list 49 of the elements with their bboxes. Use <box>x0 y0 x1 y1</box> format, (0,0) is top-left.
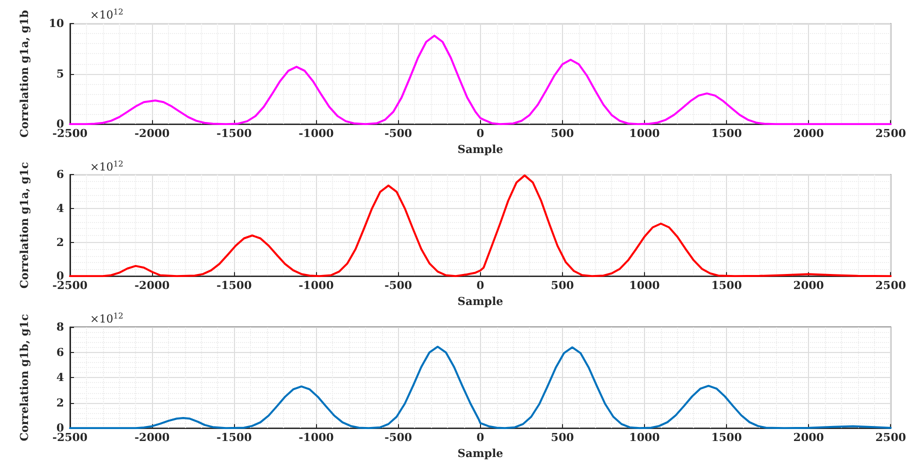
x-tick-label: 2500 <box>875 127 906 140</box>
y-tick-label: 6 <box>56 346 64 359</box>
x-tick-label: 0 <box>476 431 485 444</box>
x-tick-label: 0 <box>476 127 485 140</box>
x-tick-label: 2500 <box>875 279 906 292</box>
x-tick-label: 2000 <box>793 279 824 292</box>
x-tick-label: -2000 <box>134 127 170 140</box>
x-tick-label: -500 <box>384 279 412 292</box>
x-tick-label: -1500 <box>216 127 252 140</box>
x-tick-label: 1000 <box>629 279 660 292</box>
x-tick-label: 2500 <box>875 431 906 444</box>
x-tick-label: -1500 <box>216 279 252 292</box>
line-series <box>69 174 892 278</box>
y-tick-label: 4 <box>56 371 64 384</box>
x-tick-label: 1500 <box>711 431 742 444</box>
x-tick-label: 1000 <box>629 127 660 140</box>
y-tick-label: 2 <box>56 236 64 249</box>
x-tick-label: 1500 <box>711 127 742 140</box>
x-tick-label: -2000 <box>134 431 170 444</box>
x-tick-label: 0 <box>476 279 485 292</box>
y-axis-title: Correlation g1b, g1c <box>18 314 31 442</box>
y-tick-label: 4 <box>56 202 64 215</box>
y-tick-label: 10 <box>48 17 64 30</box>
x-tick-label: -500 <box>384 431 412 444</box>
x-tick-label: -500 <box>384 127 412 140</box>
y-axis-title: Correlation g1a, g1c <box>18 162 31 289</box>
x-tick-label: -2500 <box>52 279 88 292</box>
x-tick-label: 1000 <box>629 431 660 444</box>
y-tick-label: 6 <box>56 168 64 182</box>
y-tick-label: 5 <box>56 67 64 80</box>
y-tick-label: 2 <box>56 396 64 410</box>
x-tick-label: -1000 <box>298 127 334 140</box>
x-tick-label: -1000 <box>298 431 334 444</box>
x-tick-label: 1500 <box>711 279 742 292</box>
x-tick-label: -2500 <box>52 431 88 444</box>
x-tick-label: 2000 <box>793 127 824 140</box>
y-axis-title: Correlation g1a, g1b <box>18 10 31 138</box>
x-tick-label: -1000 <box>298 279 334 292</box>
x-tick-label: -2500 <box>52 127 88 140</box>
x-axis-title: Sample <box>458 447 504 460</box>
y-tick-label: 8 <box>56 320 64 334</box>
x-tick-label: 2000 <box>793 431 824 444</box>
x-tick-label: 500 <box>550 279 574 292</box>
x-tick-label: -1500 <box>216 431 252 444</box>
x-tick-label: -2000 <box>134 279 170 292</box>
x-axis-title: Sample <box>458 143 504 156</box>
x-tick-label: 500 <box>550 127 574 140</box>
x-tick-label: 500 <box>550 431 574 444</box>
x-axis-title: Sample <box>458 295 504 308</box>
